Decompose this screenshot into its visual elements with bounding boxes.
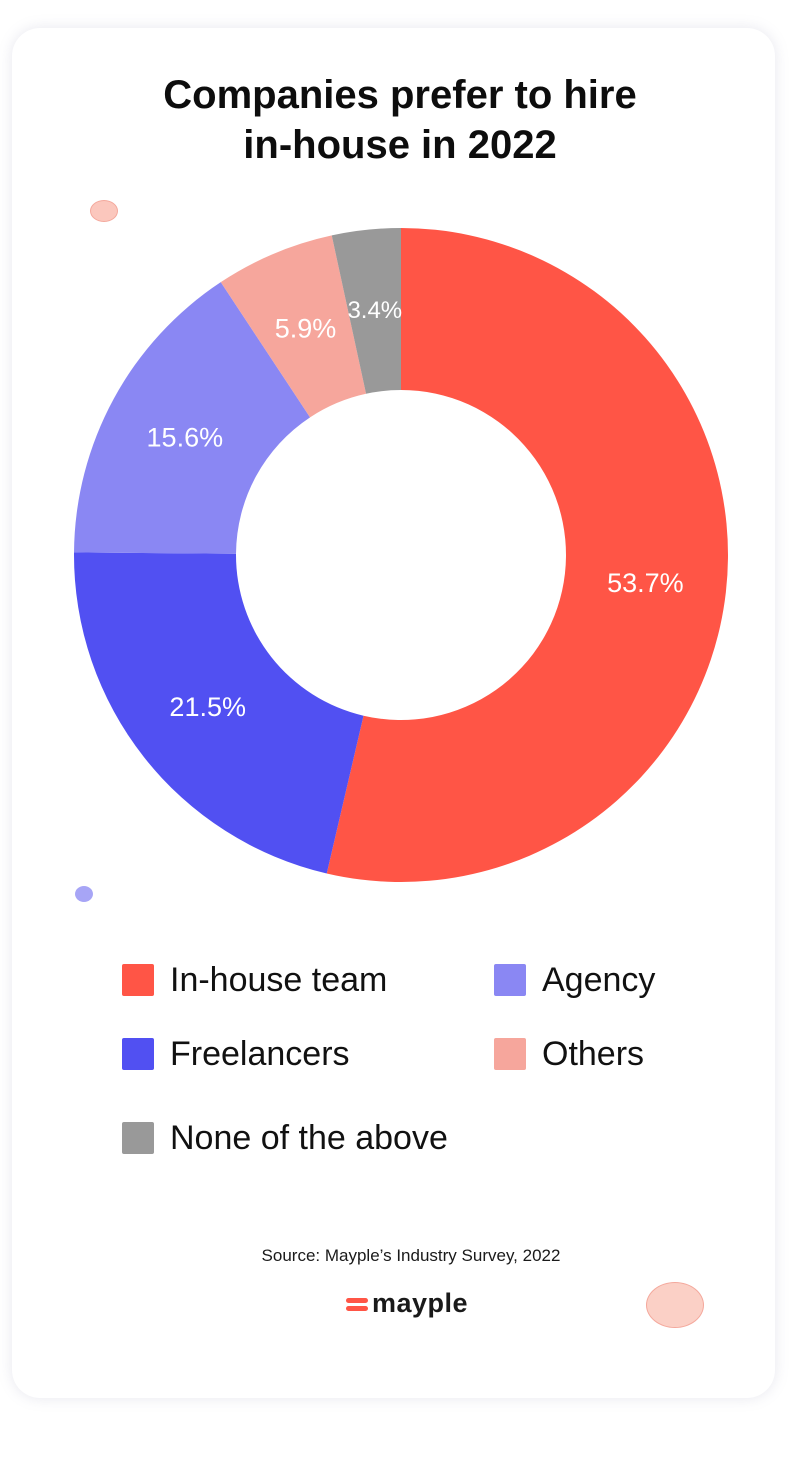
data-label: 3.4% xyxy=(347,297,402,324)
donut-slice-none-of-the-above xyxy=(331,228,401,394)
legend-label: None of the above xyxy=(170,1118,448,1157)
legend-swatch xyxy=(494,964,526,996)
chart-title-line: in-house in 2022 xyxy=(243,123,557,167)
brand-logo: mayple xyxy=(346,1288,468,1319)
decorative-dot xyxy=(75,886,93,902)
legend-item-others: Others xyxy=(494,1034,644,1074)
donut-slice-others xyxy=(220,235,367,418)
legend-swatch xyxy=(122,1038,154,1070)
donut-slice-agency xyxy=(74,282,311,554)
data-label: 53.7% xyxy=(607,568,684,598)
brand-mark-icon xyxy=(346,1296,368,1312)
legend-label: Others xyxy=(542,1034,645,1073)
legend-item-agency: Agency xyxy=(494,960,655,1000)
donut-slice-freelancers xyxy=(73,552,364,874)
source-caption: Source: Mayple’s Industry Survey, 2022 xyxy=(261,1246,561,1265)
legend-label: Freelancers xyxy=(170,1034,350,1073)
data-label: 21.5% xyxy=(169,692,246,722)
data-label: 5.9% xyxy=(275,313,337,343)
legend-swatch xyxy=(122,964,154,996)
legend-label: Agency xyxy=(542,960,656,999)
legend-item-freelancers: Freelancers xyxy=(122,1034,350,1074)
legend-label: In-house team xyxy=(170,960,388,999)
legend-item-none-of-the-above: None of the above xyxy=(122,1118,448,1158)
brand-name: mayple xyxy=(372,1288,469,1318)
legend-swatch xyxy=(122,1122,154,1154)
decorative-blob xyxy=(646,1282,704,1328)
legend-item-in-house-team: In-house team xyxy=(122,960,387,1000)
data-label: 15.6% xyxy=(147,423,224,453)
legend-swatch xyxy=(494,1038,526,1070)
decorative-blob xyxy=(90,200,118,222)
chart-title: Companies prefer to hire in-house in 202… xyxy=(0,70,800,170)
chart-title-line: Companies prefer to hire xyxy=(163,73,637,117)
donut-slice-in-house-team xyxy=(326,228,729,882)
